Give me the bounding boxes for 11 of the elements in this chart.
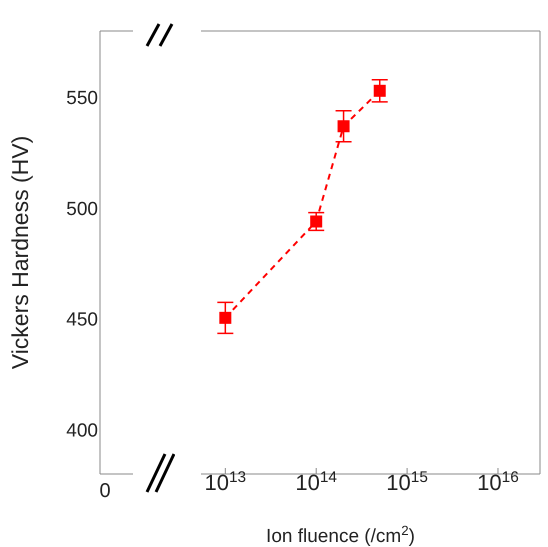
y-tick-label: 500 [66, 198, 98, 220]
x-tick-label: 10$^{14}$ [295, 468, 338, 495]
text: 0 [98, 480, 112, 503]
y-tick-label: 400 [66, 420, 98, 442]
y-tick-label: 450 [66, 310, 98, 331]
x-tick-label: 10$^{15}$ [386, 468, 428, 495]
y-tick-label: 550 [66, 88, 98, 110]
x-axis-title: Ion fluence (/cm$^{2}$) [266, 522, 415, 547]
x-tick-label: 10$^{16}$ [477, 468, 519, 495]
x-tick-label: 10$^{13}$ [204, 468, 246, 495]
y-axis-title: Vickers Hardness (HV) [7, 136, 33, 370]
